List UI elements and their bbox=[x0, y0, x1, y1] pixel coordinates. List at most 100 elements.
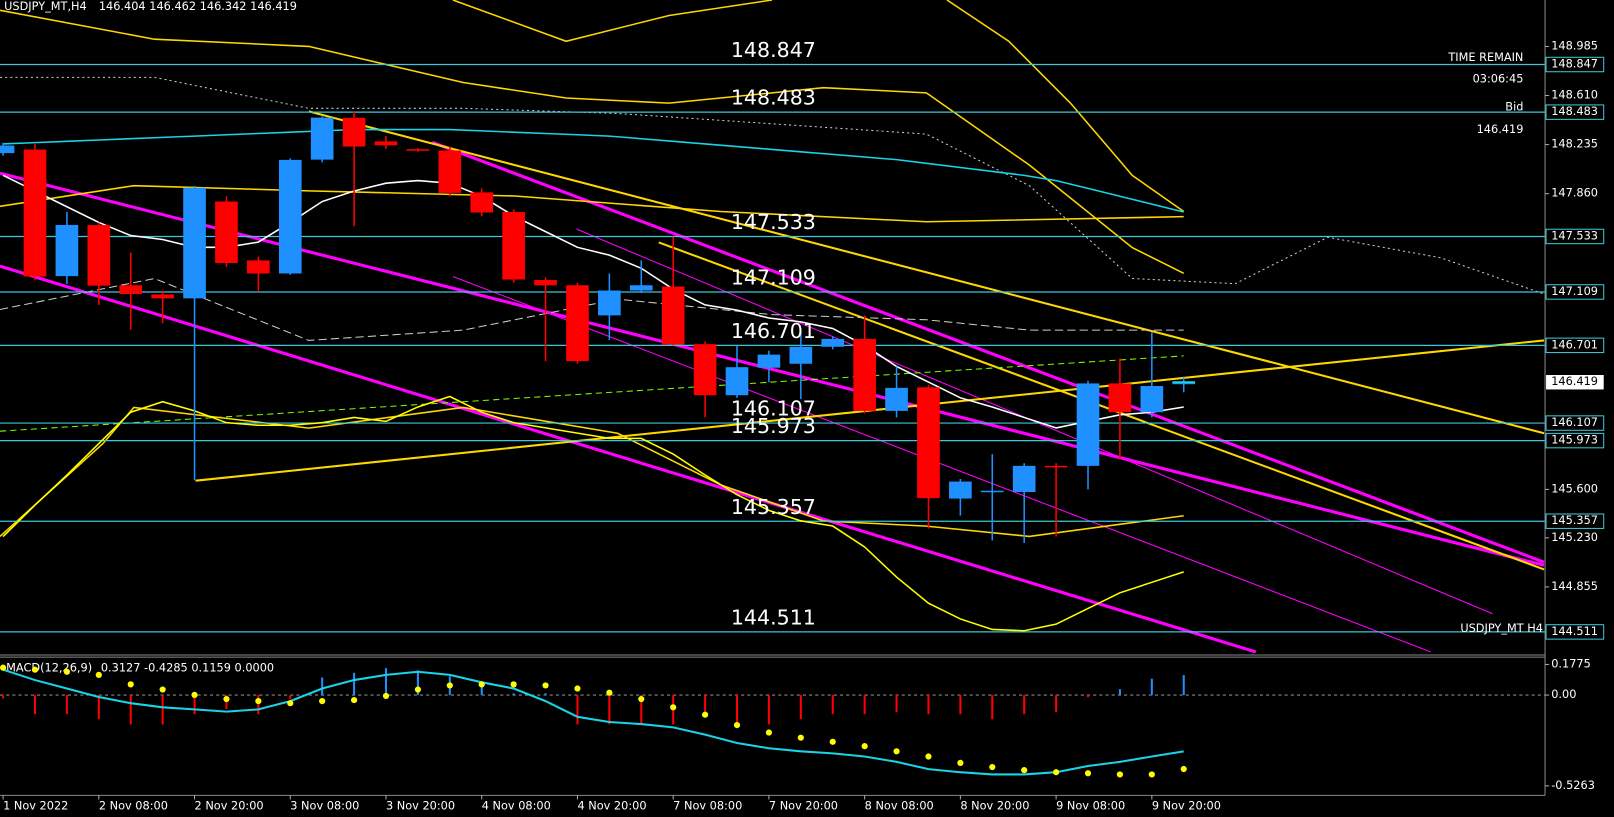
macd-signal-dot bbox=[1021, 767, 1028, 774]
level-axis-box bbox=[1545, 337, 1605, 354]
level-label: 145.357 bbox=[731, 495, 816, 519]
candle-body bbox=[1044, 465, 1068, 468]
macd-signal-dot bbox=[670, 704, 677, 711]
bid-price: 146.419 bbox=[1477, 122, 1524, 136]
level-axis-label: 146.107 bbox=[1551, 415, 1598, 429]
level-label: 145.973 bbox=[731, 414, 816, 438]
candle-body bbox=[55, 224, 79, 277]
x-tick-label: 2 Nov 08:00 bbox=[99, 799, 168, 813]
candle-body bbox=[278, 159, 302, 274]
candle-body bbox=[917, 387, 940, 499]
candle-body bbox=[566, 285, 589, 362]
macd-signal-dot bbox=[0, 664, 7, 671]
level-axis-label: 147.533 bbox=[1551, 228, 1598, 242]
level-label: 148.847 bbox=[731, 38, 816, 62]
y-tick-label: 147.860 bbox=[1551, 186, 1598, 200]
macd-signal-dot bbox=[1116, 771, 1124, 778]
macd-signal-dot bbox=[510, 681, 517, 688]
x-tick-label: 4 Nov 20:00 bbox=[577, 799, 646, 813]
macd-signal-dot bbox=[702, 711, 709, 718]
candle-body bbox=[1012, 465, 1036, 493]
y-tick-label: 148.235 bbox=[1551, 137, 1598, 151]
trend-line bbox=[0, 264, 1257, 654]
trend-line bbox=[658, 241, 1545, 571]
level-axis-box bbox=[1545, 104, 1605, 120]
macd-signal-dot bbox=[159, 686, 166, 693]
level-label: 146.107 bbox=[731, 397, 816, 421]
cloud-edge bbox=[0, 76, 1545, 295]
candle-body bbox=[247, 260, 270, 274]
candle-body bbox=[1140, 386, 1164, 413]
x-tick-label: 3 Nov 08:00 bbox=[290, 799, 359, 813]
ohlc-close: 146.419 bbox=[250, 0, 297, 13]
plot-area bbox=[0, 63, 1546, 633]
y-tick-label: 145.600 bbox=[1551, 481, 1598, 495]
candle-body bbox=[151, 294, 174, 299]
candle-body bbox=[821, 338, 845, 347]
band-line bbox=[452, 0, 773, 43]
x-tick-label: 1 Nov 2022 bbox=[3, 799, 68, 813]
band-line bbox=[0, 9, 1185, 275]
candle-body bbox=[725, 367, 749, 396]
trend-line bbox=[452, 275, 1431, 653]
macd-signal-dot bbox=[989, 763, 996, 771]
band-line bbox=[0, 184, 1184, 223]
candle-body bbox=[629, 285, 653, 291]
band-line bbox=[946, 0, 1185, 213]
macd-signal-dot bbox=[446, 682, 453, 689]
candle-body bbox=[502, 211, 525, 280]
candle-body bbox=[119, 285, 143, 295]
macd-signal-dot bbox=[319, 698, 326, 705]
level-axis-box bbox=[1545, 284, 1605, 300]
level-axis-box bbox=[1545, 624, 1605, 640]
candle-body bbox=[87, 225, 111, 286]
candle-body bbox=[885, 387, 908, 411]
time-remain-label: TIME REMAIN bbox=[1447, 50, 1523, 64]
macd-signal-dot bbox=[351, 696, 358, 704]
watermark: USDJPY_MT H4 bbox=[1460, 621, 1543, 635]
level-axis-box bbox=[1545, 228, 1605, 245]
candle-body bbox=[789, 346, 813, 364]
level-axis-label: 147.109 bbox=[1551, 284, 1598, 298]
level-axis-box bbox=[1545, 513, 1605, 529]
x-tick-label: 8 Nov 20:00 bbox=[960, 799, 1029, 813]
candle-body bbox=[0, 145, 15, 154]
macd-signal-dot bbox=[957, 759, 964, 766]
trend-line bbox=[431, 140, 1545, 564]
macd-signal-dot bbox=[127, 681, 134, 688]
trend-line bbox=[308, 110, 1545, 435]
candle-body bbox=[693, 344, 717, 396]
level-label: 148.483 bbox=[731, 86, 816, 110]
y-tick-label: 145.230 bbox=[1551, 530, 1598, 544]
bid-label: Bid bbox=[1505, 99, 1523, 113]
macd-signal-dot bbox=[733, 722, 741, 729]
macd-signal-dot bbox=[638, 695, 645, 703]
candle-body bbox=[215, 201, 238, 264]
ohlc-high: 146.462 bbox=[149, 0, 196, 13]
macd-signal-dot bbox=[542, 682, 549, 689]
level-label: 144.511 bbox=[731, 605, 816, 629]
candle-body bbox=[183, 187, 206, 299]
macd-signal-dot bbox=[1053, 769, 1060, 776]
level-axis-box bbox=[1545, 432, 1605, 449]
candle-body bbox=[342, 117, 366, 147]
macd-signal-dot bbox=[382, 692, 390, 700]
x-tick-label: 9 Nov 20:00 bbox=[1152, 799, 1221, 813]
candle-body bbox=[23, 149, 47, 277]
candle-body bbox=[980, 490, 1004, 493]
trend-line bbox=[0, 171, 1545, 567]
macd-signal-dot bbox=[255, 698, 262, 705]
level-label: 147.533 bbox=[731, 210, 816, 234]
macd-signal-dot bbox=[1148, 771, 1155, 778]
macd-y-tick-label: 0.00 bbox=[1551, 687, 1576, 701]
candle-body bbox=[757, 354, 781, 368]
macd-signal-dot bbox=[861, 743, 868, 750]
candle-body bbox=[374, 141, 398, 146]
candle-body bbox=[853, 338, 876, 411]
level-axis-label: 145.973 bbox=[1551, 433, 1598, 447]
macd-signal-dot bbox=[31, 666, 39, 673]
macd-signal-dot bbox=[63, 668, 70, 675]
level-axis-box bbox=[1545, 415, 1605, 431]
